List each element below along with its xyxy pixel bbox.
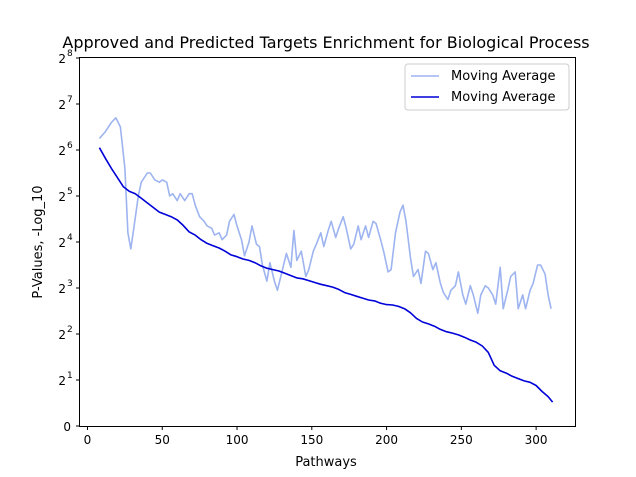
x-tick-label: 100 [226, 433, 249, 447]
y-axis-label: P-Values, -Log_10 [31, 185, 46, 298]
y-tick-exponent: 3 [67, 279, 73, 289]
series-line-2 [98, 147, 554, 403]
x-tick-label: 300 [525, 433, 548, 447]
y-tick-label: 2 [58, 328, 66, 342]
y-tick-label: 0 [63, 420, 71, 434]
y-tick-exponent: 6 [67, 141, 73, 151]
x-tick-label: 50 [155, 433, 170, 447]
y-tick-label: 2 [58, 282, 66, 296]
plot-area [98, 117, 554, 403]
y-tick-label: 2 [58, 190, 66, 204]
y-tick-label: 2 [58, 236, 66, 250]
y-tick-exponent: 7 [67, 95, 73, 105]
y-axis: 02 12 22 32 42 52 62 72 8 [58, 49, 80, 434]
x-tick-label: 0 [84, 433, 92, 447]
y-tick-label: 2 [58, 52, 66, 66]
x-tick-label: 250 [450, 433, 473, 447]
y-tick-exponent: 1 [67, 371, 73, 381]
y-tick-label: 2 [58, 98, 66, 112]
y-tick-label: 2 [58, 144, 66, 158]
y-tick-exponent: 5 [67, 187, 73, 197]
x-axis: 0 50 100 150 200 250 300 [84, 426, 548, 447]
legend-label: Moving Average [451, 90, 555, 105]
chart-title: Approved and Predicted Targets Enrichmen… [62, 33, 589, 52]
y-tick-exponent: 8 [67, 49, 73, 59]
y-tick-label: 2 [58, 374, 66, 388]
legend-box [404, 63, 570, 111]
y-tick-exponent: 4 [67, 233, 73, 243]
x-tick-label: 150 [300, 433, 323, 447]
x-axis-label: Pathways [295, 455, 357, 470]
y-tick-exponent: 2 [67, 325, 73, 335]
series-line-1 [98, 117, 552, 315]
legend-label: Moving Average [451, 69, 555, 84]
legend: Moving Average Moving Average [404, 63, 570, 111]
x-tick-label: 200 [375, 433, 398, 447]
